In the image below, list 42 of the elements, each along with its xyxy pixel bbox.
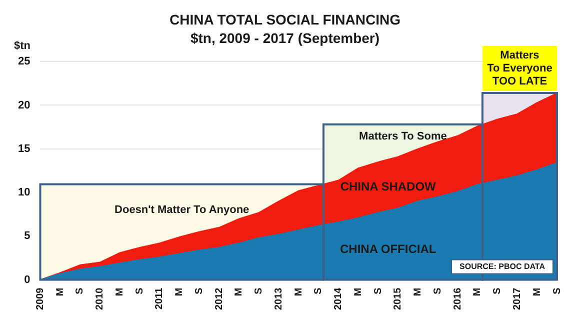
x-tick-label: 2011 xyxy=(154,287,166,310)
x-tick-label: S xyxy=(313,287,324,294)
x-tick-label: 2009 xyxy=(34,287,46,310)
annotation: SOURCE: PBOC DATA xyxy=(460,262,546,271)
y-tick-label: 15 xyxy=(18,142,30,155)
x-tick-label: 2012 xyxy=(214,287,225,310)
band-label: Matters To Some xyxy=(359,130,447,142)
x-tick-label: 2013 xyxy=(273,287,284,310)
x-tick-label: M xyxy=(532,288,543,296)
series-label: CHINA SHADOW xyxy=(340,180,437,194)
x-tick-label: 2010 xyxy=(94,287,106,310)
x-tick-label: M xyxy=(114,288,126,296)
band-label: Matters To Everyone TOO LATE xyxy=(487,50,552,88)
y-tick-label: 25 xyxy=(18,56,30,68)
band-label: Doesn't Matter To Anyone xyxy=(114,204,250,216)
x-tick-label: S xyxy=(74,287,86,294)
x-tick-label: S xyxy=(194,287,205,294)
x-tick-label: 2015 xyxy=(392,287,404,310)
y-tick-label: 5 xyxy=(24,230,30,242)
x-tick-label: S xyxy=(372,287,384,294)
x-tick-label: M xyxy=(412,288,424,296)
x-tick-label: M xyxy=(293,288,304,296)
x-tick-label: M xyxy=(352,288,364,296)
x-tick-label: M xyxy=(472,288,484,296)
y-tick-label: 10 xyxy=(18,186,30,199)
chart-subtitle: $tn, 2009 - 2017 (September) xyxy=(190,30,380,46)
x-tick-label: 2016 xyxy=(452,287,464,310)
y-axis-title: $tn xyxy=(14,40,31,52)
x-tick-label: M xyxy=(54,288,66,296)
x-tick-label: M xyxy=(234,288,245,296)
x-tick-label: S xyxy=(432,287,444,294)
y-tick-label: 0 xyxy=(24,274,30,286)
chart-title: CHINA TOTAL SOCIAL FINANCING xyxy=(170,11,401,28)
x-tick-label: S xyxy=(254,287,265,294)
x-tick-label: M xyxy=(174,288,186,296)
x-tick-label: S xyxy=(134,287,146,294)
x-tick-label: S xyxy=(492,287,504,294)
x-tick-label: S xyxy=(552,287,563,294)
x-tick-label: 2014 xyxy=(333,287,344,310)
y-tick-label: 20 xyxy=(18,99,30,112)
series-label: CHINA OFFICIAL xyxy=(340,242,436,256)
x-tick-label: 2017 xyxy=(512,287,523,310)
